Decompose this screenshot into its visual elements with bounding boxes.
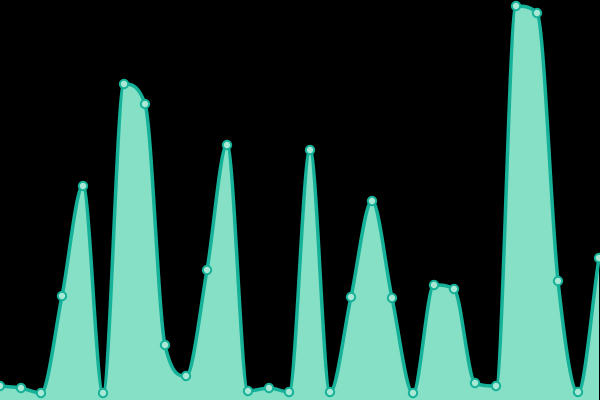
data-point-marker <box>448 283 460 295</box>
data-point-marker <box>139 98 151 110</box>
data-point-marker <box>593 252 600 264</box>
data-point-marker <box>490 380 502 392</box>
data-point-marker <box>283 386 295 398</box>
data-point-marker <box>386 292 398 304</box>
data-point-marker <box>242 385 254 397</box>
data-point-marker <box>510 0 522 12</box>
data-point-marker <box>0 380 6 392</box>
data-point-marker <box>552 275 564 287</box>
data-point-marker <box>180 370 192 382</box>
data-point-marker <box>531 7 543 19</box>
data-point-marker <box>324 386 336 398</box>
data-point-marker <box>304 144 316 156</box>
data-point-marker <box>469 377 481 389</box>
line-stroke <box>0 4 600 395</box>
data-point-marker <box>159 339 171 351</box>
area-fill <box>0 6 599 400</box>
data-point-marker <box>35 387 47 399</box>
data-point-marker <box>345 291 357 303</box>
data-point-marker <box>263 382 275 394</box>
data-point-marker <box>56 290 68 302</box>
data-point-marker <box>407 387 419 399</box>
data-point-marker <box>201 264 213 276</box>
data-point-marker <box>221 139 233 151</box>
data-point-marker <box>118 78 130 90</box>
data-point-marker <box>572 386 584 398</box>
data-point-marker <box>428 279 440 291</box>
data-point-marker <box>366 195 378 207</box>
data-point-marker <box>15 382 27 394</box>
data-point-marker <box>77 180 89 192</box>
data-point-marker <box>97 387 109 399</box>
